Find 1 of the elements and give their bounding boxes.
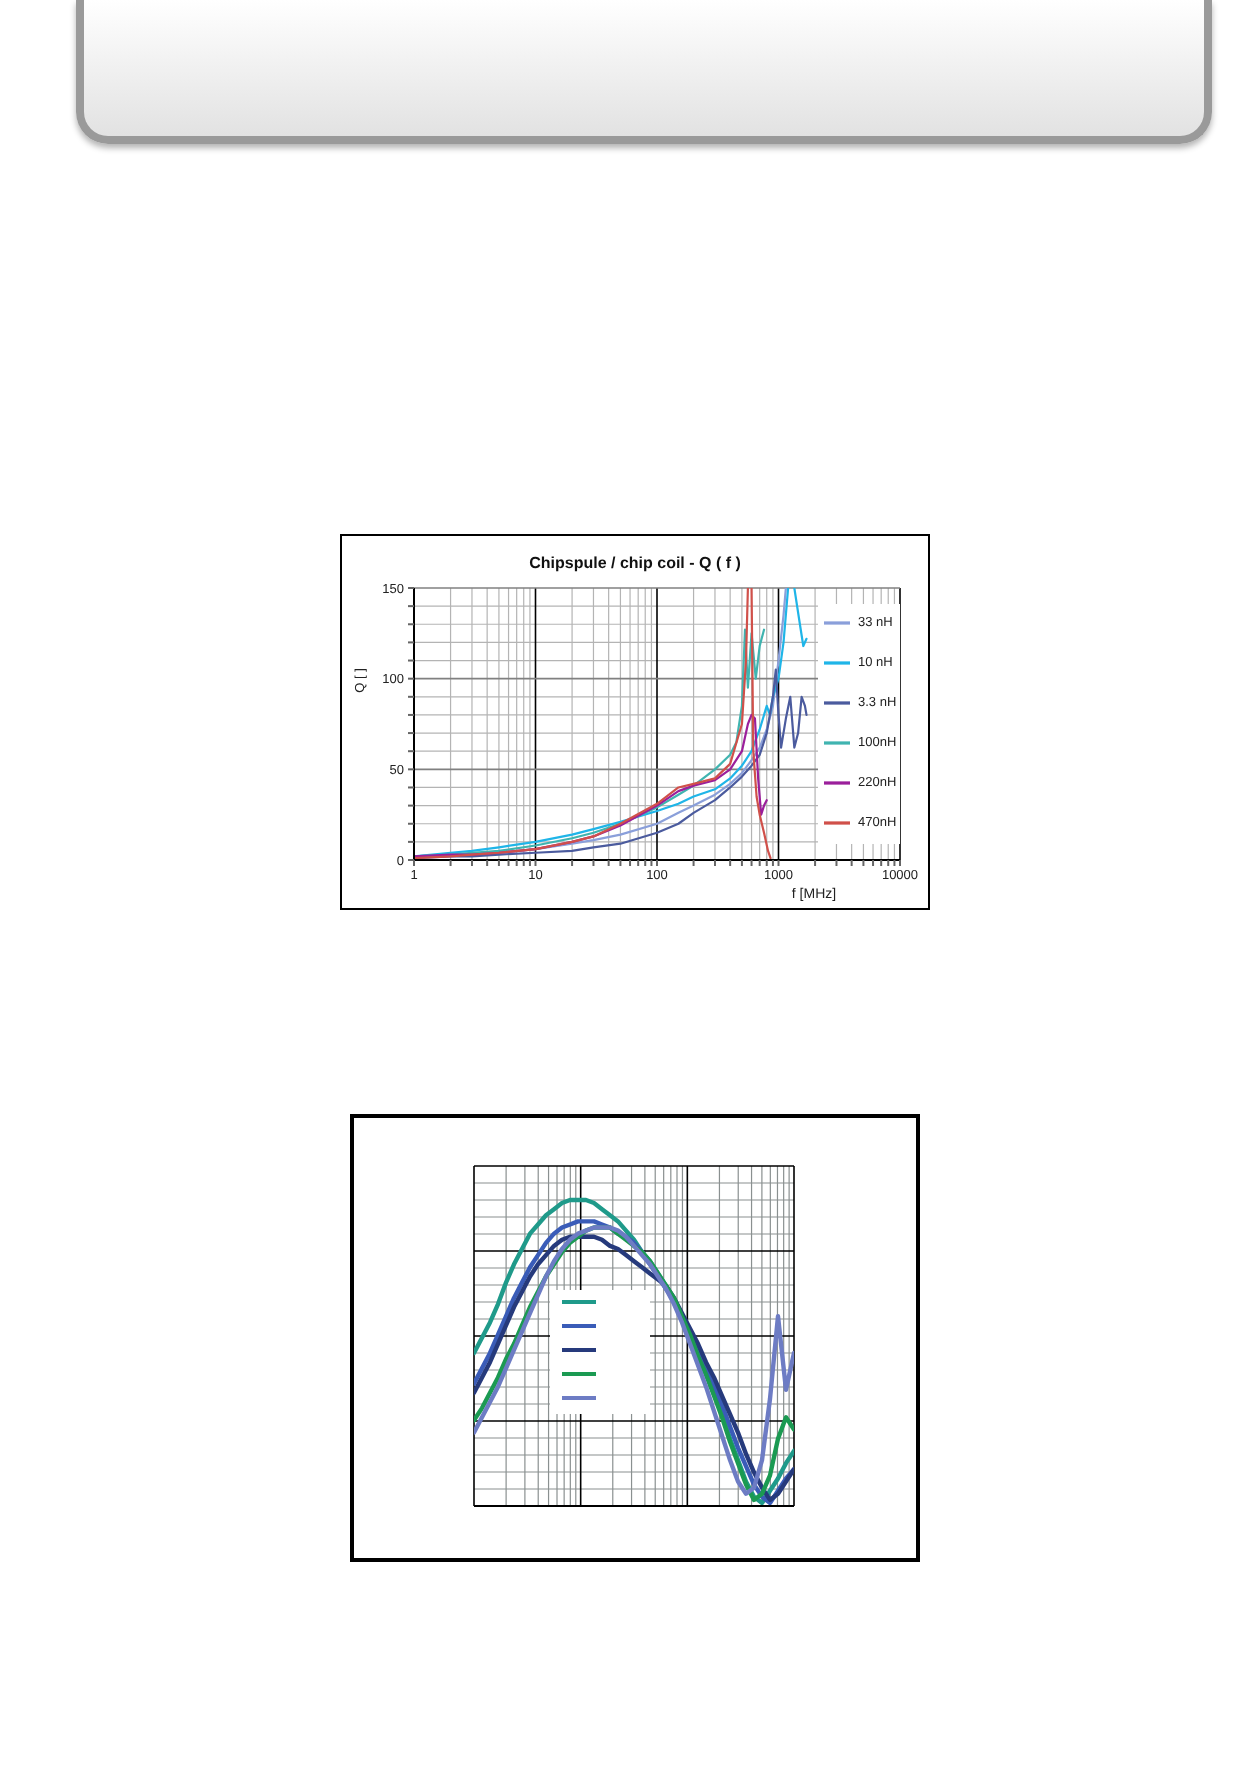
- chart-title: Chipspule / chip coil - Q ( f ): [527, 554, 743, 572]
